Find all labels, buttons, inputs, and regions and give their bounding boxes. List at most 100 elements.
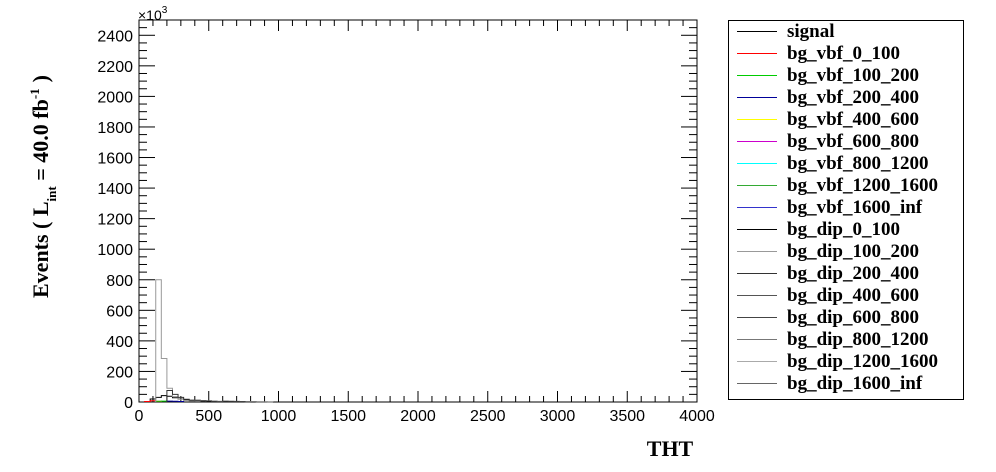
y-tick-label: 200 xyxy=(106,364,133,381)
legend-entry: bg_vbf_1600_inf xyxy=(729,197,963,219)
histogram-outline xyxy=(166,400,185,403)
legend-line-swatch xyxy=(737,75,777,76)
legend-label: bg_vbf_0_100 xyxy=(787,43,900,64)
y-tick-label: 2000 xyxy=(97,89,133,106)
legend-line-swatch xyxy=(737,97,777,98)
histogram-bin xyxy=(156,280,162,402)
y-tick-label: 400 xyxy=(106,334,133,351)
legend-label: bg_vbf_400_600 xyxy=(787,109,919,130)
legend-entry: bg_dip_800_1200 xyxy=(729,329,963,351)
x-tick-label: 2000 xyxy=(400,408,436,425)
legend-label: bg_dip_1600_inf xyxy=(787,373,923,394)
legend-label: bg_dip_200_400 xyxy=(787,263,919,284)
y-axis-title: Events ( Lint = 40.0 fb-1) xyxy=(27,75,59,298)
series-bg_dip_600_800 xyxy=(222,400,252,403)
plot-frame-group xyxy=(138,19,698,403)
y-tick-label: 1800 xyxy=(97,120,133,137)
legend: signal bg_vbf_0_100 bg_vbf_100_200 bg_vbf_2… xyxy=(728,20,964,400)
y-tick-label: 1600 xyxy=(97,151,133,168)
legend-label: bg_vbf_1200_1600 xyxy=(787,175,938,196)
legend-label: bg_vbf_200_400 xyxy=(787,87,919,108)
y-tick-label: 2200 xyxy=(97,59,133,76)
legend-entry: bg_vbf_400_600 xyxy=(729,109,963,131)
x-tick-label: 0 xyxy=(135,408,144,425)
legend-line-swatch xyxy=(737,295,777,296)
histogram-outline xyxy=(155,279,201,402)
y-tick-label: 1200 xyxy=(97,212,133,229)
legend-label: bg_dip_100_200 xyxy=(787,241,919,262)
x-tick-label: 1500 xyxy=(330,408,366,425)
legend-line-swatch xyxy=(737,361,777,362)
x-axis-title: THT xyxy=(647,436,694,461)
legend-label: bg_dip_1200_1600 xyxy=(787,351,938,372)
legend-entry: bg_dip_1200_1600 xyxy=(729,351,963,373)
histogram-outline xyxy=(194,399,224,402)
legend-line-swatch xyxy=(737,339,777,340)
legend-line-swatch xyxy=(737,185,777,186)
series-bg_dip_200_400 xyxy=(166,390,207,402)
y-tick-label: 2400 xyxy=(97,28,133,45)
legend-line-swatch xyxy=(737,163,777,164)
y-tick-label: 800 xyxy=(106,273,133,290)
legend-label: bg_vbf_600_800 xyxy=(787,131,919,152)
y-exponent-power: 3 xyxy=(162,5,168,16)
legend-line-swatch xyxy=(737,207,777,208)
legend-label: signal xyxy=(787,21,835,42)
legend-line-swatch xyxy=(737,31,777,32)
legend-entry: bg_vbf_1200_1600 xyxy=(729,175,963,197)
legend-label: bg_vbf_1600_inf xyxy=(787,197,923,218)
legend-line-swatch xyxy=(737,251,777,252)
legend-line-swatch xyxy=(737,383,777,384)
legend-line-swatch xyxy=(737,273,777,274)
x-tick-label: 3000 xyxy=(540,408,576,425)
legend-line-swatch xyxy=(737,141,777,142)
legend-label: bg_dip_600_800 xyxy=(787,307,919,328)
legend-label: bg_dip_400_600 xyxy=(787,285,919,306)
legend-entry: bg_dip_100_200 xyxy=(729,241,963,263)
legend-entry: bg_vbf_100_200 xyxy=(729,65,963,87)
legend-line-swatch xyxy=(737,53,777,54)
y-title-close: ) xyxy=(28,75,53,82)
legend-entry: bg_dip_1600_inf xyxy=(729,373,963,395)
y-exponent-base: ×10 xyxy=(138,7,162,23)
legend-line-swatch xyxy=(737,119,777,120)
legend-entry: bg_dip_600_800 xyxy=(729,307,963,329)
series-bg_vbf_200_400 xyxy=(166,400,185,403)
legend-entry: bg_dip_200_400 xyxy=(729,263,963,285)
legend-entry: bg_vbf_600_800 xyxy=(729,131,963,153)
legend-label: bg_dip_0_100 xyxy=(787,219,900,240)
legend-entry: signal xyxy=(729,21,963,43)
series-bg_dip_400_600 xyxy=(194,399,224,402)
x-tick-label: 1000 xyxy=(261,408,297,425)
y-tick-label: 0 xyxy=(124,395,133,412)
y-title-value: = 40.0 fb xyxy=(28,99,53,186)
y-tick-label: 1000 xyxy=(97,242,133,259)
legend-entry: bg_dip_400_600 xyxy=(729,285,963,307)
x-tick-label: 500 xyxy=(195,408,222,425)
histogram-series xyxy=(139,279,274,403)
legend-entry: bg_vbf_200_400 xyxy=(729,87,963,109)
legend-entry: bg_vbf_0_100 xyxy=(729,43,963,65)
x-tick-label: 2500 xyxy=(470,408,506,425)
legend-label: bg_dip_800_1200 xyxy=(787,329,929,350)
x-tick-label: 3500 xyxy=(609,408,645,425)
legend-line-swatch xyxy=(737,317,777,318)
histogram-outline xyxy=(166,390,207,402)
legend-entry: bg_dip_0_100 xyxy=(729,219,963,241)
legend-label: bg_vbf_100_200 xyxy=(787,65,919,86)
legend-label: bg_vbf_800_1200 xyxy=(787,153,929,174)
series-bg_dip_100_200 xyxy=(155,279,201,402)
legend-entry: bg_vbf_800_1200 xyxy=(729,153,963,175)
plot-frame xyxy=(138,19,698,403)
axis-ticks: 0 500 1000 1500 2000 2500 3000 3500 4000 0 200 400 6… xyxy=(97,19,715,425)
x-tick-label: 4000 xyxy=(679,408,715,425)
y-tick-label: 600 xyxy=(106,303,133,320)
y-title-main: Events ( L xyxy=(28,201,53,298)
y-tick-label: 1400 xyxy=(97,181,133,198)
y-axis-exponent: ×103 xyxy=(138,5,168,23)
histogram-outline xyxy=(222,400,252,403)
y-title-sup: -1 xyxy=(27,88,42,99)
y-title-sub: int xyxy=(44,186,59,202)
legend-line-swatch xyxy=(737,229,777,230)
